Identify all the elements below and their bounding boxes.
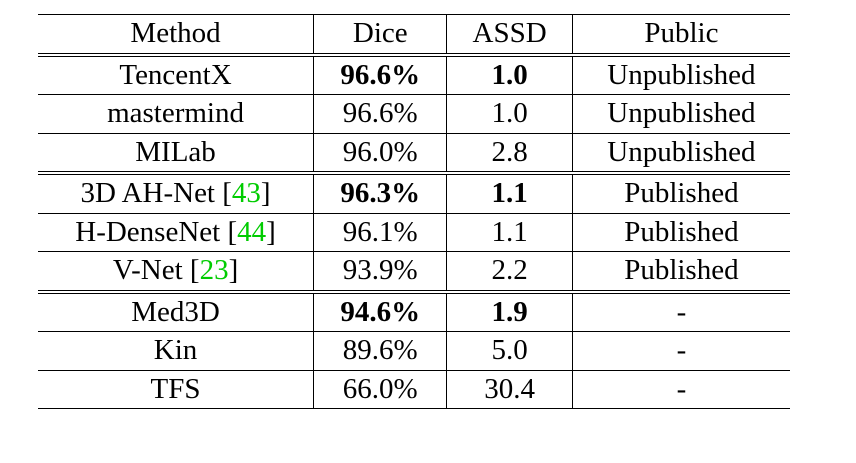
method-cell: MILab [38,133,314,173]
assd-cell: 1.9 [446,291,573,332]
table-row: TencentX 96.6% 1.0 Unpublished [38,54,790,95]
citation-link[interactable]: 43 [231,177,261,210]
method-cell: mastermind [38,95,314,134]
assd-cell: 5.0 [446,331,573,370]
header-assd: ASSD [446,14,573,55]
method-cell: H-DenseNet [44] [75,215,276,248]
assd-cell: 1.0 [446,54,573,95]
method-name: V-Net [112,254,183,287]
dice-cell: 94.6% [313,291,447,332]
table-row: 3D AH-Net [43] 96.3% 1.1 Published [38,173,790,213]
method-name: 3D AH-Net [80,177,215,210]
table-row: mastermind 96.6% 1.0 Unpublished [38,94,790,134]
dice-cell: 66.0% [313,370,447,409]
table-row: H-DenseNet [44] 96.1% 1.1 Published [38,213,790,252]
assd-cell: 2.8 [446,133,573,173]
assd-cell: 30.4 [446,370,573,409]
dice-cell: 93.9% [313,251,447,292]
table-row: MILab 96.0% 2.8 Unpublished [38,133,790,173]
header-public: Public [571,14,790,55]
dice-cell: 96.1% [313,213,447,252]
method-name: H-DenseNet [75,215,221,248]
header-dice: Dice [313,14,447,55]
assd-cell: 1.1 [446,213,573,252]
public-cell: - [571,370,790,409]
citation-link[interactable]: 44 [237,215,267,248]
method-name: TFS [150,372,201,405]
assd-cell: 1.0 [446,94,573,133]
dice-cell: 89.6% [313,331,447,370]
assd-cell: 1.1 [446,173,573,213]
table-row: Med3D 94.6% 1.9- [38,291,790,332]
results-table: Method Dice ASSD Public TencentX 96.6% 1.0… [38,14,790,409]
dice-cell: 96.3% [313,173,447,213]
citation-link[interactable]: 23 [199,254,229,287]
public-cell: - [571,331,790,370]
method-cell: TencentX [38,55,314,95]
method-cell: V-Net [23] [112,254,239,287]
public-cell: Published [571,213,790,252]
method-name: Med3D [131,295,220,328]
header-method: Method [130,17,221,50]
method-name: Kin [153,334,198,367]
method-cell: Med3D [38,292,314,332]
table-row: V-Net [23] 93.9% 2.2 Published [38,251,790,292]
method-cell: Kin [38,332,314,371]
table-row: TFS 66.0% 30.4- [38,370,790,409]
results-table-container: Method Dice ASSD Public TencentX 96.6% 1.0… [38,14,790,409]
method-cell: TFS [38,370,314,409]
header-row: Method Dice ASSD Public [38,14,790,55]
public-cell: Published [571,251,790,292]
public-cell: Unpublished [571,94,790,133]
method-cell: 3D AH-Net [43] [80,177,271,210]
assd-cell: 2.2 [446,251,573,292]
public-cell: Published [571,173,790,213]
method-name: MILab [135,135,216,168]
method-name: TencentX [119,58,232,91]
dice-cell: 96.0% [313,133,447,173]
dice-cell: 96.6% [313,94,447,133]
public-cell: - [571,291,790,332]
table-row: Kin 89.6% 5.0- [38,331,790,371]
public-cell: Unpublished [571,54,790,95]
dice-cell: 96.6% [313,54,447,95]
results-body: TencentX 96.6% 1.0 Unpublished mastermind 96.… [38,54,790,409]
public-cell: Unpublished [571,133,790,173]
method-name: mastermind [107,97,244,130]
